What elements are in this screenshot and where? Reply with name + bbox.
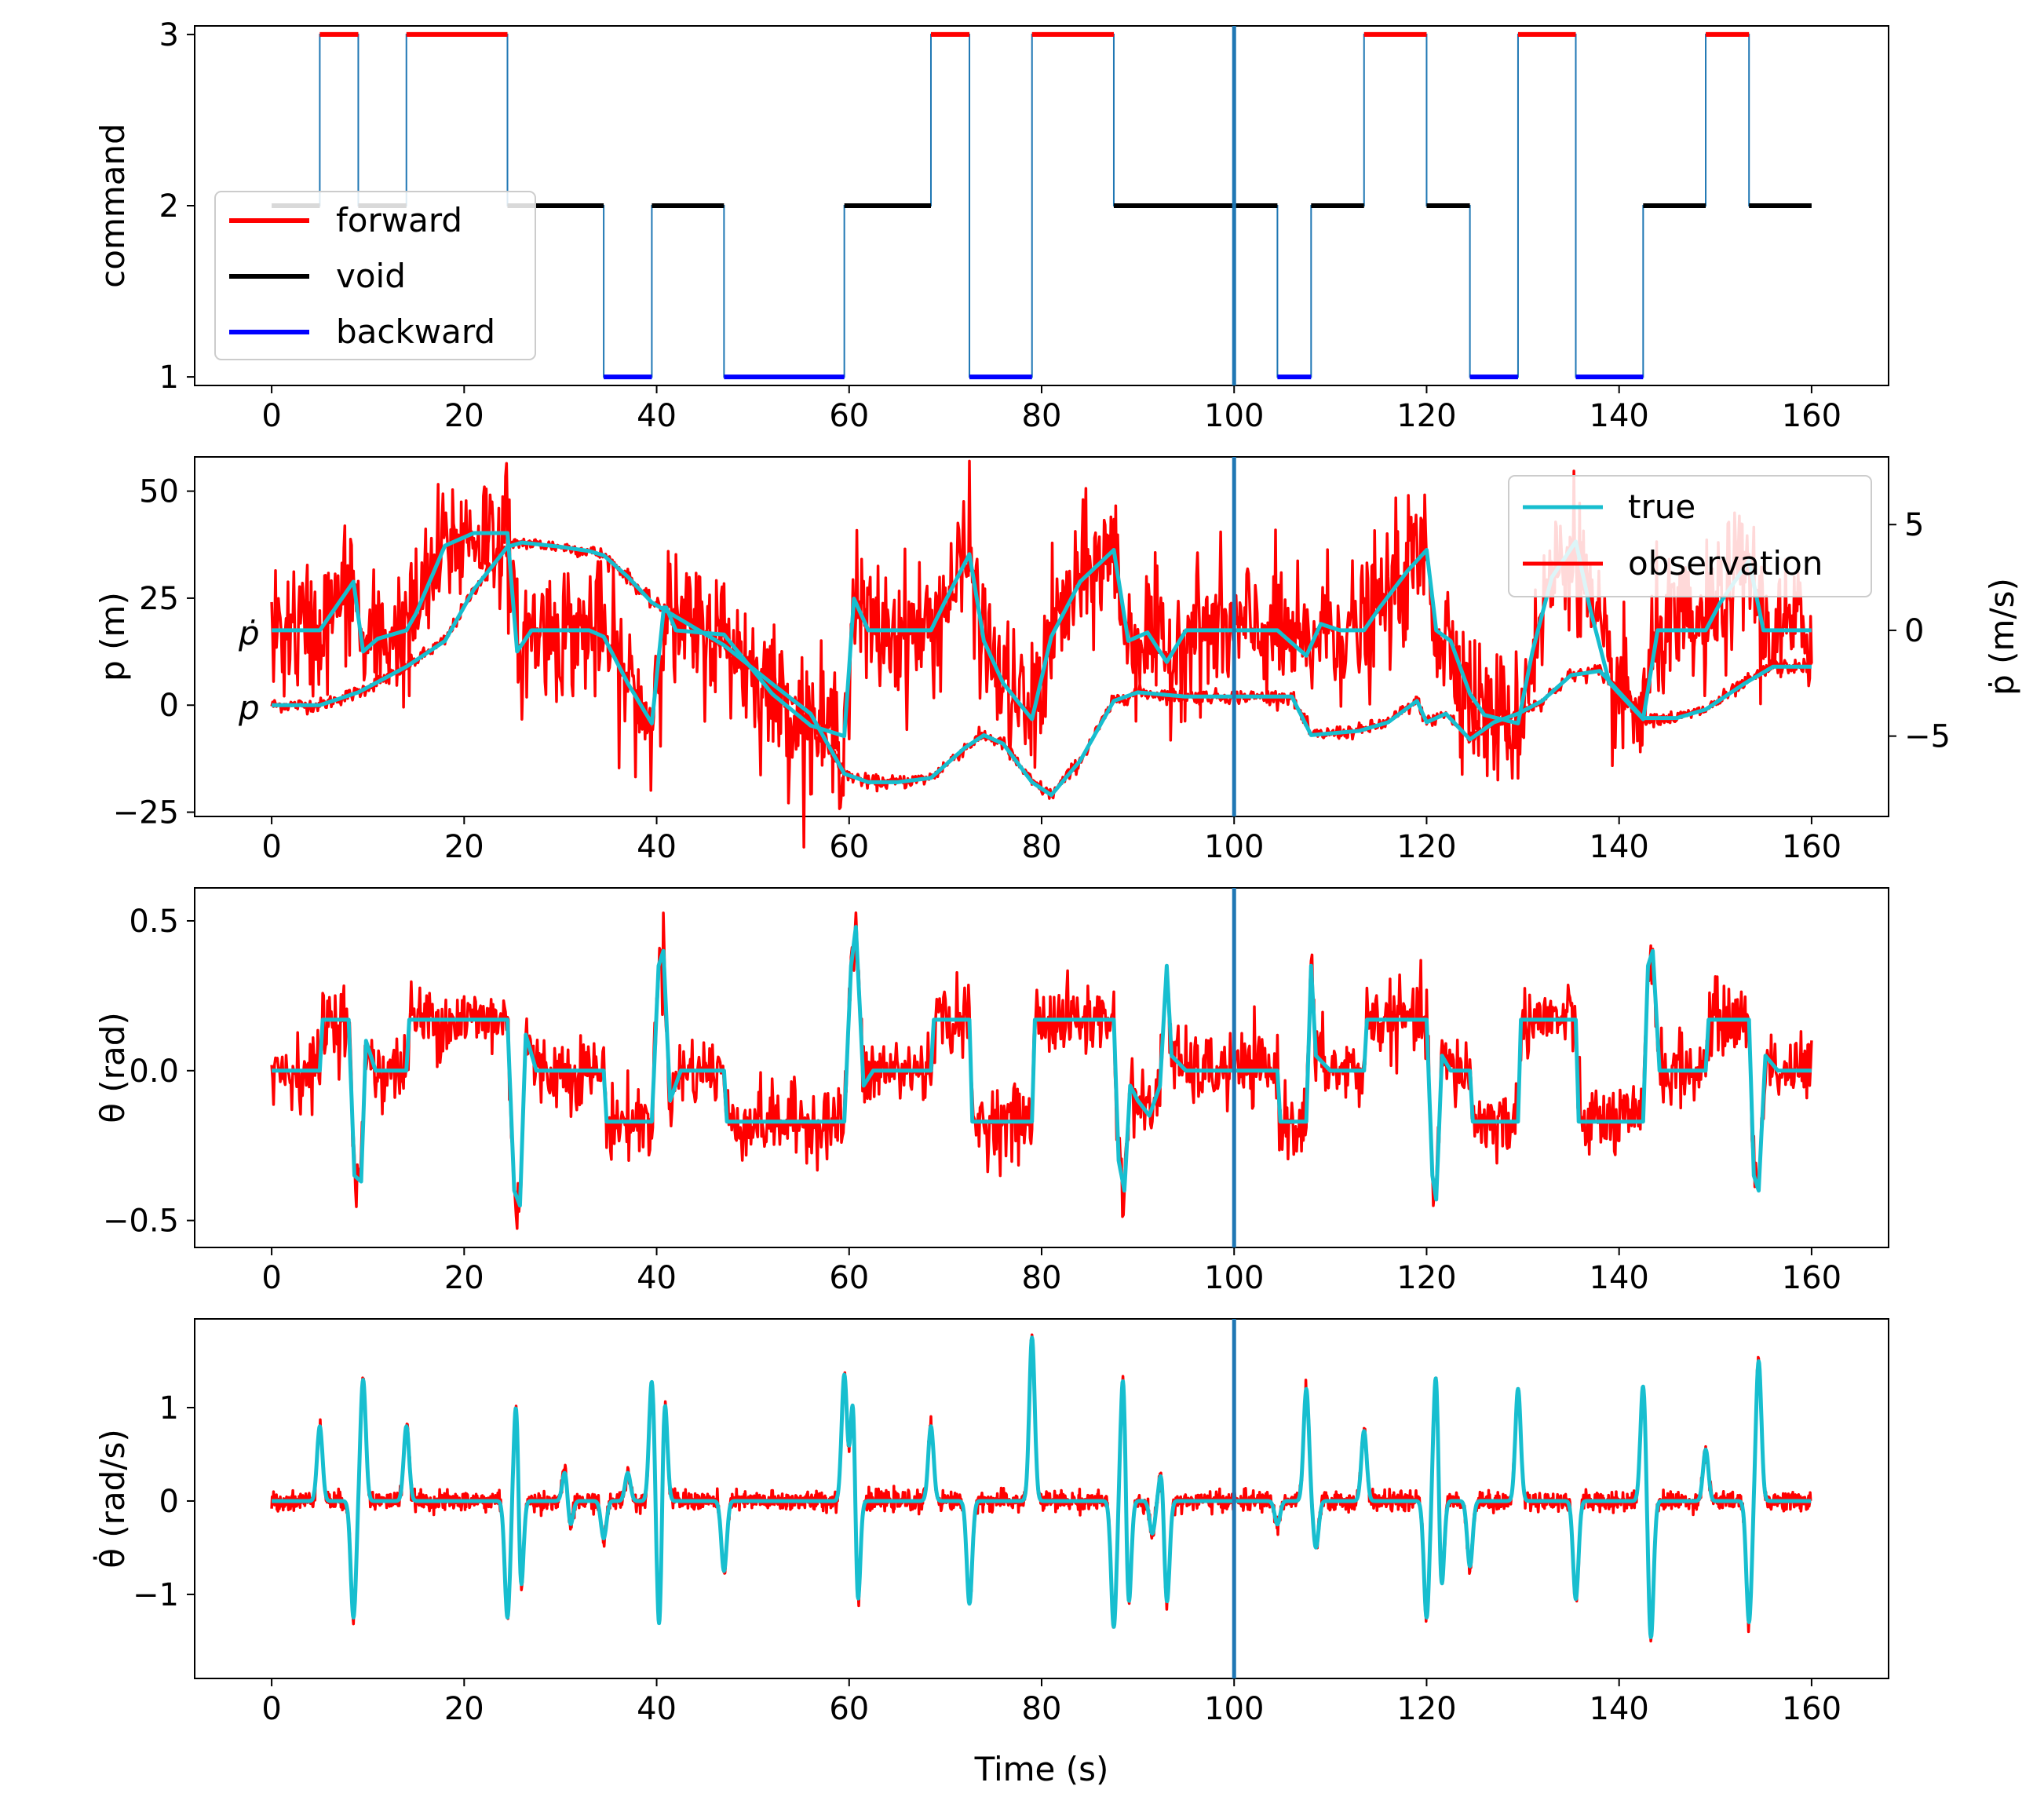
pdot-curve-label: ṗ [238, 614, 260, 652]
x-tick-label: 20 [444, 1691, 484, 1727]
x-tick-label: 60 [829, 829, 869, 865]
y-axis-label: θ̇ (rad/s) [92, 1429, 132, 1569]
y-tick-label: 1 [159, 360, 179, 396]
legend-label-backward: backward [336, 312, 495, 351]
x-tick-label: 60 [829, 398, 869, 434]
legend-box [214, 191, 536, 360]
x-tick-label: 100 [1204, 398, 1264, 434]
x-tick-label: 140 [1590, 398, 1649, 434]
y-tick-label: 3 [159, 17, 179, 53]
theta-subplot: 0 20 40 60 80 100 120 140 160 −0.5 0.0 0.5 θ (rad) [93, 887, 1889, 1296]
y-axis-label: θ (rad) [93, 1012, 132, 1123]
x-tick-label: 120 [1396, 398, 1456, 434]
legend-label-void: void [336, 257, 406, 295]
position-subplot: 0 20 40 60 80 100 120 140 160 −25 0 25 50 p (m) −5 0 5 ṗ … [93, 456, 2021, 865]
x-tick-label: 160 [1782, 1260, 1841, 1296]
legend: true observation [1508, 475, 1872, 597]
x-tick-label: 160 [1782, 829, 1841, 865]
y-tick-label: 0.0 [129, 1054, 179, 1090]
legend-label-observation: observation [1628, 544, 1823, 583]
y-tick-label: 2 [159, 188, 179, 225]
y-tick-label: −1 [133, 1577, 179, 1613]
y-tick-label: −0.5 [103, 1203, 179, 1240]
x-tick-label: 140 [1590, 1691, 1649, 1727]
x-axis-label: Time (s) [974, 1750, 1109, 1788]
x-tick-label: 20 [444, 398, 484, 434]
y-right-tick-label: 0 [1904, 613, 1924, 649]
x-tick-label: 140 [1590, 829, 1649, 865]
x-tick-label: 20 [444, 829, 484, 865]
p-true-series [272, 540, 1812, 798]
y-right-tick-label: 5 [1904, 507, 1924, 543]
x-tick-label: 80 [1022, 1260, 1062, 1296]
x-tick-label: 80 [1022, 1691, 1062, 1727]
x-tick-label: 160 [1782, 1691, 1841, 1727]
y-tick-label: 0.5 [129, 904, 179, 940]
y-tick-label: 0 [159, 1484, 179, 1520]
theta-dot-true-series [270, 1335, 1813, 1639]
y-tick-label: 50 [139, 474, 179, 510]
legend-label-forward: forward [336, 201, 462, 239]
x-tick-label: 40 [637, 398, 677, 434]
x-tick-label: 100 [1204, 1691, 1264, 1727]
theta-true-series [270, 925, 1813, 1208]
y-tick-label: −25 [113, 795, 179, 831]
y-right-tick-label: −5 [1904, 719, 1951, 755]
x-tick-label: 0 [261, 398, 281, 434]
x-tick-label: 0 [261, 829, 281, 865]
x-tick-label: 40 [637, 1260, 677, 1296]
x-tick-label: 80 [1022, 829, 1062, 865]
x-tick-label: 0 [261, 1691, 281, 1727]
legend-label-true: true [1628, 488, 1695, 526]
y-right-axis-label: ṗ (m/s) [1983, 578, 2021, 696]
x-tick-label: 120 [1396, 829, 1456, 865]
command-subplot: 0 20 40 60 80 100 120 140 160 1 2 3 command forward vo… [93, 17, 1889, 434]
y-axis-label: p (m) [93, 592, 132, 681]
theta-dot-subplot: 0 20 40 60 80 100 120 140 160 −1 0 1 θ̇ (rad/s) Time … [92, 1318, 1889, 1788]
x-tick-label: 60 [829, 1691, 869, 1727]
x-tick-label: 140 [1590, 1260, 1649, 1296]
x-tick-label: 60 [829, 1260, 869, 1296]
x-tick-label: 0 [261, 1260, 281, 1296]
x-tick-label: 120 [1396, 1691, 1456, 1727]
x-tick-label: 40 [637, 1691, 677, 1727]
y-tick-label: 0 [159, 688, 179, 724]
p-curve-label: p [238, 688, 260, 727]
x-tick-label: 80 [1022, 398, 1062, 434]
x-tick-label: 100 [1204, 1260, 1264, 1296]
x-tick-label: 120 [1396, 1260, 1456, 1296]
y-axis-label: command [93, 123, 132, 288]
legend: forward void backward [214, 191, 536, 360]
y-tick-label: 25 [139, 581, 179, 617]
x-tick-label: 20 [444, 1260, 484, 1296]
x-tick-label: 40 [637, 829, 677, 865]
y-tick-label: 1 [159, 1390, 179, 1426]
x-tick-label: 160 [1782, 398, 1841, 434]
x-tick-label: 100 [1204, 829, 1264, 865]
theta-observation-series [270, 911, 1813, 1230]
